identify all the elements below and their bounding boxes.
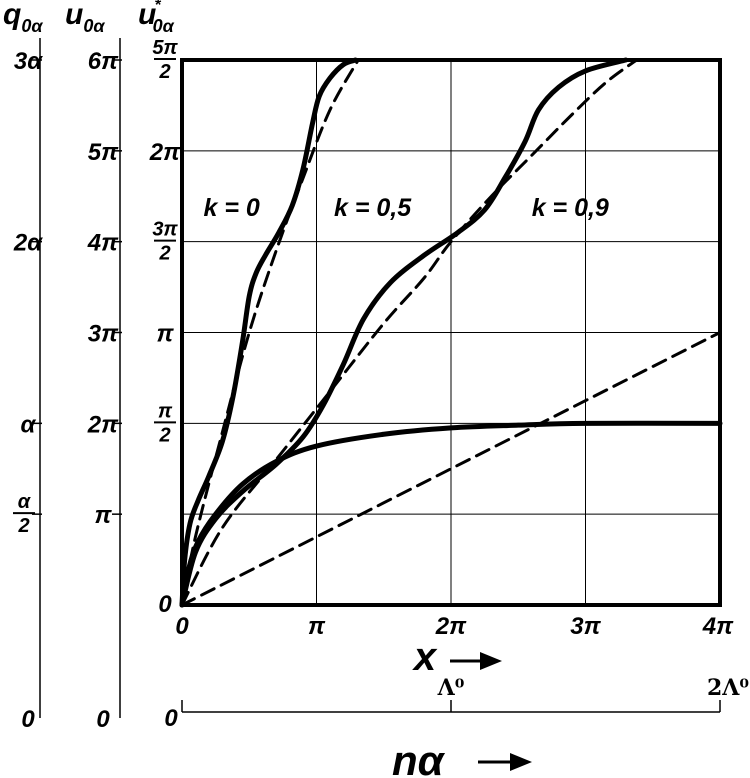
y-axis-0-tick-label-num-1: α <box>18 491 32 513</box>
y-axis-0-title: q0α <box>3 0 43 36</box>
y-axis-2-tick-label-num-5: 5π <box>152 37 178 59</box>
y-axis-1-title: u0α <box>65 0 105 36</box>
y-axis-1-tick-label-4: 4π <box>87 230 119 257</box>
x-tick-label-0: 0 <box>175 613 189 640</box>
x-tick-label-1: π <box>308 613 326 640</box>
series-line-5 <box>180 331 722 607</box>
y-axis-1-tick-label-2: 2π <box>87 411 119 438</box>
x-tick-label-3: 3π <box>570 613 601 640</box>
series-label-0: k = 0 <box>204 194 260 222</box>
series-line-0 <box>179 57 359 608</box>
series-label-2: k = 0,9 <box>532 194 609 222</box>
secondary-x-tick-label-1: Λ⁰ <box>437 675 465 701</box>
secondary-x-axis-arrow-head <box>510 753 532 771</box>
y-axis-1-tick-label-1: π <box>94 502 112 529</box>
y-axis-0-tick-label-0: 0 <box>21 706 35 733</box>
series-line-3 <box>180 58 639 607</box>
y-axis-0-tick-label-4: 3α <box>14 48 43 75</box>
series-line-4 <box>179 420 723 608</box>
y-axis-2-tick-label-num-1: π <box>158 400 173 422</box>
x-tick-label-2: 2π <box>435 613 467 640</box>
series-line-2 <box>179 57 629 608</box>
y-axis-1-tick-label-6: 6π <box>88 48 119 75</box>
y-axis-2-tick-label-num-3: 3π <box>152 219 178 241</box>
secondary-x-tick-label-2: 2Λ⁰ <box>707 675 749 701</box>
y-axis-0-tick-label-2: α <box>21 411 37 438</box>
plot-border <box>180 58 722 607</box>
secondary-x-axis-title: nα <box>392 737 446 778</box>
y-axis-1-tick-label-5: 5π <box>88 139 119 166</box>
secondary-x-tick-label-0: 0 <box>164 705 178 732</box>
series-line-1 <box>180 58 360 607</box>
x-tick-label-4: 4π <box>702 613 734 640</box>
annotations: k = 0 k = 0,5 k = 0,9 <box>204 194 609 222</box>
series-layer <box>179 57 723 608</box>
y-axis-1-tick-label-3: 3π <box>88 321 119 348</box>
y-axis-2-tick-label-den-3: 2 <box>158 243 170 265</box>
y-axis-1-tick-label-0: 0 <box>96 706 110 733</box>
y-axis-2-title: u* 0α <box>138 0 175 36</box>
y-axis-2-tick-label-4: 2π <box>149 139 181 166</box>
plot-frame <box>180 58 722 607</box>
x-axis-arrow-head <box>480 652 502 670</box>
x-axis-title: x <box>412 635 438 679</box>
series-label-1: k = 0,5 <box>334 194 412 222</box>
secondary-x-axis: 0 Λ⁰ 2Λ⁰ nα <box>164 675 749 778</box>
x-axis: 0 π 2π 3π 4π x <box>175 613 734 679</box>
y-axis-0-tick-label-3: 2α <box>13 230 43 257</box>
y-axis-2-tick-label-den-1: 2 <box>158 424 170 446</box>
y-axis-2-tick-label-2: π <box>156 321 174 348</box>
y-axis-0-tick-label-den-1: 2 <box>17 515 29 537</box>
grid <box>182 60 720 605</box>
y-axis-2-tick-label-den-5: 2 <box>158 61 170 83</box>
y-axis-2-tick-label-0: 0 <box>158 591 172 618</box>
